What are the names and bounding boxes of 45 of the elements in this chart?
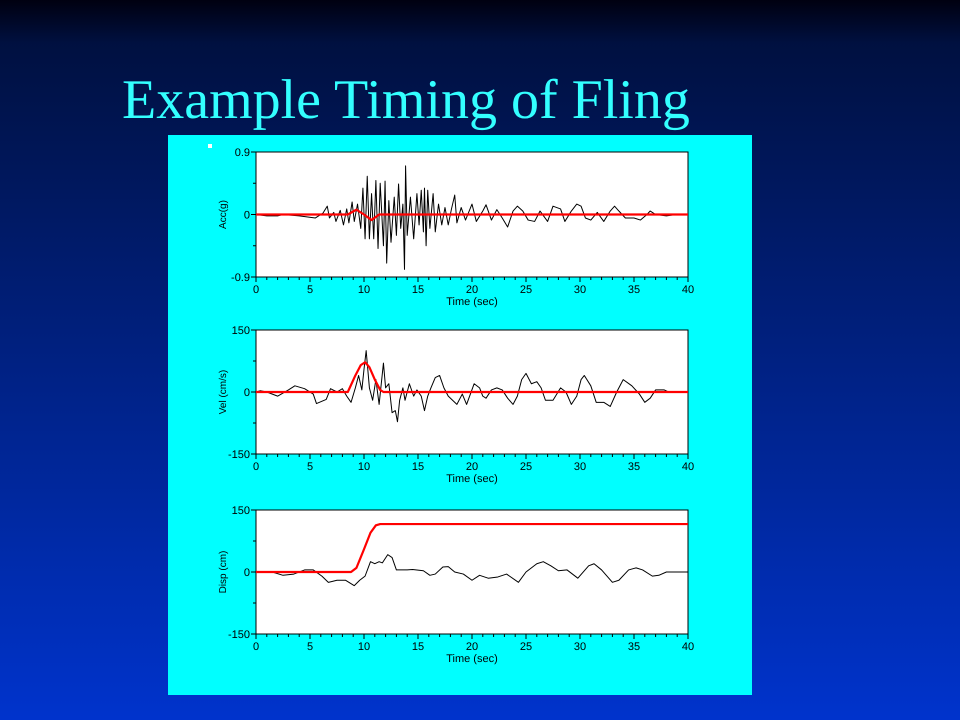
y-axis-title: Acc(g) [218, 200, 229, 229]
line-series [256, 522, 688, 574]
x-tick-label: 10 [358, 284, 370, 296]
y-tick-label: 0 [244, 567, 250, 579]
x-tick-label: 10 [358, 461, 370, 473]
y-tick-label: 0 [244, 387, 250, 399]
y-tick-label: 150 [232, 505, 250, 517]
x-tick-label: 40 [682, 284, 694, 296]
x-tick-label: 20 [466, 284, 478, 296]
x-tick-label: 35 [628, 461, 640, 473]
x-tick-label: 30 [574, 461, 586, 473]
x-axis-title: Time (sec) [446, 296, 498, 308]
x-tick-label: 20 [466, 641, 478, 653]
y-tick-label: 0 [244, 210, 250, 222]
x-tick-label: 15 [412, 284, 424, 296]
y-tick-label: 0.9 [234, 147, 250, 159]
y-tick-label: 150 [232, 325, 250, 337]
x-tick-label: 5 [306, 284, 314, 296]
x-tick-label: 30 [574, 641, 586, 653]
chart-title: Example Timing of Fling [122, 69, 690, 131]
y-axis-title: Disp (cm) [218, 550, 229, 594]
y-tick-label: -150 [228, 629, 250, 641]
y-axis-title: Vel (cm/s) [218, 370, 229, 414]
x-tick-label: 10 [358, 641, 370, 653]
x-tick-label: 25 [520, 641, 532, 653]
x-axis-title: Time (sec) [446, 473, 498, 485]
y-tick-label: -0.9 [231, 272, 250, 284]
x-tick-label: 15 [412, 641, 424, 653]
x-tick-label: 35 [628, 641, 640, 653]
x-tick-label: 25 [520, 461, 532, 473]
x-tick-label: 5 [306, 641, 314, 653]
x-tick-label: 0 [252, 461, 260, 473]
x-tick-label: 35 [628, 284, 640, 296]
x-axis-title: Time (sec) [446, 653, 498, 665]
x-tick-label: 20 [466, 461, 478, 473]
x-tick-label: 40 [682, 461, 694, 473]
x-tick-label: 30 [574, 284, 586, 296]
x-tick-label: 5 [306, 461, 314, 473]
x-tick-label: 15 [412, 461, 424, 473]
x-tick-label: 0 [252, 284, 260, 296]
y-tick-label: -150 [228, 449, 250, 461]
line-series [256, 361, 688, 394]
x-tick-label: 40 [682, 641, 694, 653]
x-tick-label: 0 [252, 641, 260, 653]
x-tick-label: 25 [520, 284, 532, 296]
